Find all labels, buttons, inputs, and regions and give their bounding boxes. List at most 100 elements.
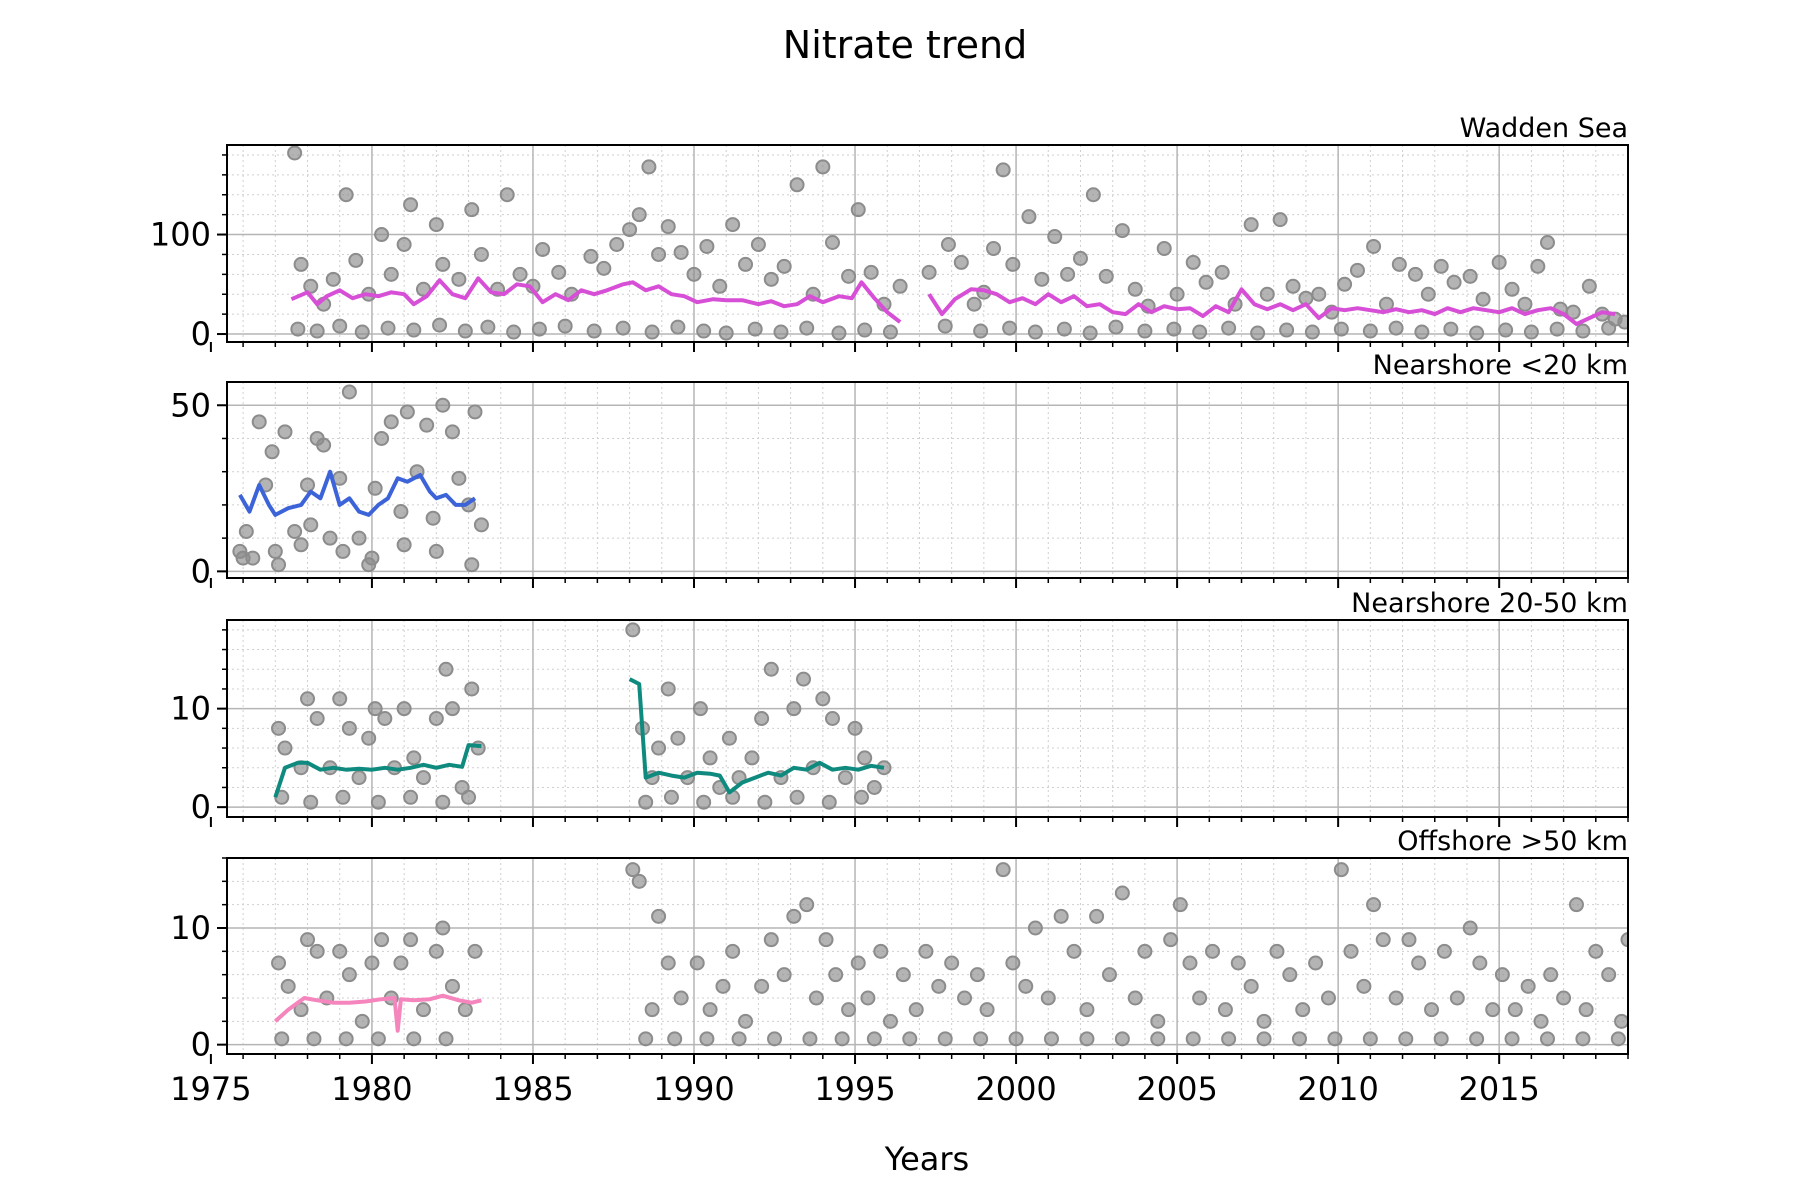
data-point bbox=[325, 271, 341, 287]
data-point bbox=[1469, 325, 1485, 341]
data-point bbox=[300, 932, 316, 948]
data-point bbox=[438, 1031, 454, 1047]
x-tick-label: 2015 bbox=[1458, 1070, 1539, 1108]
data-point bbox=[1539, 1031, 1555, 1047]
data-point bbox=[1401, 932, 1417, 948]
data-point bbox=[300, 691, 316, 707]
data-point bbox=[651, 908, 667, 924]
data-point bbox=[354, 1013, 370, 1029]
data-point bbox=[663, 789, 679, 805]
data-point bbox=[786, 701, 802, 717]
data-point bbox=[1053, 908, 1069, 924]
trend-line bbox=[273, 743, 482, 798]
data-point bbox=[415, 770, 431, 786]
data-point bbox=[1205, 943, 1221, 959]
data-point bbox=[1349, 262, 1365, 278]
data-point bbox=[1462, 920, 1478, 936]
data-point bbox=[850, 202, 866, 218]
trend-line bbox=[273, 993, 482, 1033]
data-point bbox=[986, 240, 1002, 256]
data-point bbox=[596, 260, 612, 276]
data-point bbox=[303, 517, 319, 533]
data-point bbox=[1259, 286, 1275, 302]
data-point bbox=[338, 1031, 354, 1047]
data-point bbox=[396, 537, 412, 553]
data-point bbox=[821, 794, 837, 810]
data-point bbox=[1533, 1013, 1549, 1029]
data-point bbox=[702, 1002, 718, 1018]
data-point bbox=[644, 1002, 660, 1018]
data-point bbox=[725, 217, 741, 233]
data-point bbox=[841, 1002, 857, 1018]
data-point bbox=[370, 1031, 386, 1047]
data-point bbox=[763, 271, 779, 287]
data-point bbox=[293, 537, 309, 553]
trend-series bbox=[273, 993, 482, 1033]
data-point bbox=[1034, 271, 1050, 287]
data-point bbox=[818, 932, 834, 948]
data-point bbox=[747, 321, 763, 337]
data-point bbox=[480, 319, 496, 335]
data-point bbox=[763, 661, 779, 677]
data-point bbox=[1214, 264, 1230, 280]
data-point bbox=[828, 967, 844, 983]
data-point bbox=[435, 256, 451, 272]
data-point bbox=[776, 967, 792, 983]
data-point bbox=[1256, 1031, 1272, 1047]
panel-1: 0 100 Wadden Sea bbox=[150, 113, 1629, 353]
y-axis: 0 50 bbox=[170, 386, 227, 590]
data-point bbox=[625, 862, 641, 878]
data-point bbox=[303, 794, 319, 810]
data-point bbox=[1446, 274, 1462, 290]
data-point bbox=[293, 1002, 309, 1018]
y-tick-label: 10 bbox=[170, 909, 211, 947]
data-point bbox=[609, 236, 625, 252]
data-point bbox=[1163, 932, 1179, 948]
data-point bbox=[1362, 1031, 1378, 1047]
data-point bbox=[1282, 967, 1298, 983]
data-point bbox=[767, 1031, 783, 1047]
data-point bbox=[789, 789, 805, 805]
data-point bbox=[1182, 955, 1198, 971]
data-point bbox=[1172, 897, 1188, 913]
data-point bbox=[309, 323, 325, 339]
data-point bbox=[1256, 1013, 1272, 1029]
data-point bbox=[461, 789, 477, 805]
data-point bbox=[274, 1031, 290, 1047]
data-point bbox=[428, 217, 444, 233]
data-point bbox=[464, 557, 480, 573]
data-point bbox=[1098, 268, 1114, 284]
data-point bbox=[1027, 920, 1043, 936]
data-point bbox=[995, 162, 1011, 178]
trend-line bbox=[628, 677, 885, 795]
data-point bbox=[686, 266, 702, 282]
data-point bbox=[338, 187, 354, 203]
figure-title: Nitrate trend bbox=[783, 23, 1027, 67]
data-point bbox=[937, 318, 953, 334]
data-point bbox=[1475, 291, 1491, 307]
data-point bbox=[789, 177, 805, 193]
data-point bbox=[1114, 885, 1130, 901]
y-tick-label: 0 bbox=[191, 552, 211, 590]
data-point bbox=[1327, 1031, 1343, 1047]
data-point bbox=[1575, 1031, 1591, 1047]
data-point bbox=[953, 254, 969, 270]
data-point bbox=[435, 794, 451, 810]
data-point bbox=[1221, 1031, 1237, 1047]
x-tick-label: 2005 bbox=[1136, 1070, 1217, 1108]
data-point bbox=[557, 318, 573, 334]
data-point bbox=[853, 789, 869, 805]
data-point bbox=[1504, 281, 1520, 297]
data-point bbox=[1517, 296, 1533, 312]
data-point bbox=[1449, 990, 1465, 1006]
data-point bbox=[802, 1031, 818, 1047]
data-point bbox=[267, 543, 283, 559]
data-point bbox=[1494, 967, 1510, 983]
data-point bbox=[1366, 897, 1382, 913]
data-point bbox=[786, 908, 802, 924]
data-point bbox=[824, 711, 840, 726]
data-point bbox=[725, 943, 741, 959]
data-point bbox=[866, 779, 882, 795]
x-axis bbox=[209, 578, 1629, 588]
